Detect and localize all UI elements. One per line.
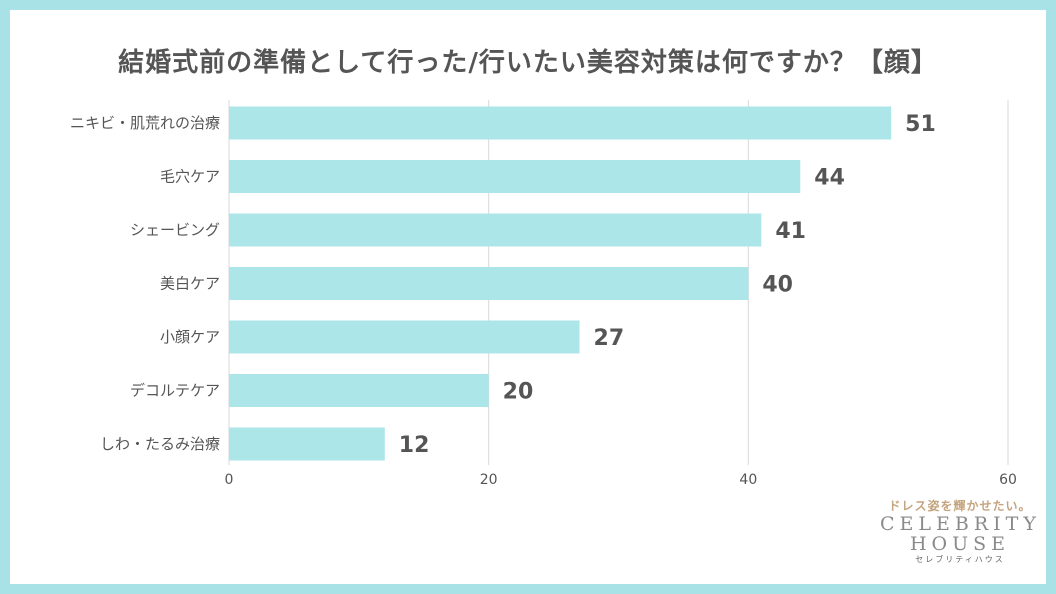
category-label-3: 美白ケア [160,275,220,293]
brand-name-line2: HOUSE [909,533,1011,555]
brand-subline: セレブリティハウス [915,555,1005,564]
chart-title: 結婚式前の準備として行った/行いたい美容対策は何ですか？【顔】 [118,48,938,78]
category-label-5: デコルテケア [130,382,220,400]
bar-2 [229,213,762,247]
bar-0 [229,106,892,140]
bar-1 [229,160,801,193]
x-tick-label-0: 0 [225,472,234,488]
category-label-0: ニキビ・肌荒れの治療 [70,114,220,132]
bar-5 [229,374,489,407]
brand-logo: ドレス姿を輝かせたい。 CELEBRITY HOUSE セレブリティハウス [880,497,1040,565]
bar-3 [229,267,749,300]
value-label-5: 20 [503,380,534,405]
value-label-6: 12 [399,433,430,458]
category-label-6: しわ・たるみ治療 [100,435,220,453]
value-label-3: 40 [762,273,793,298]
brand-tagline: ドレス姿を輝かせたい。 [888,499,1032,513]
category-label-2: シェービング [130,221,220,239]
value-label-2: 41 [775,219,806,244]
value-label-4: 27 [594,326,625,351]
category-label-1: 毛穴ケア [160,168,220,186]
value-label-1: 44 [814,166,845,191]
x-tick-label-3: 60 [999,472,1017,488]
category-label-4: 小顔ケア [160,328,220,346]
bar-6 [229,427,385,461]
x-tick-label-1: 20 [480,472,498,488]
brand-name-line1: CELEBRITY [880,513,1041,535]
bar-4 [229,320,580,354]
value-label-0: 51 [905,112,936,137]
x-tick-label-2: 40 [739,472,757,488]
